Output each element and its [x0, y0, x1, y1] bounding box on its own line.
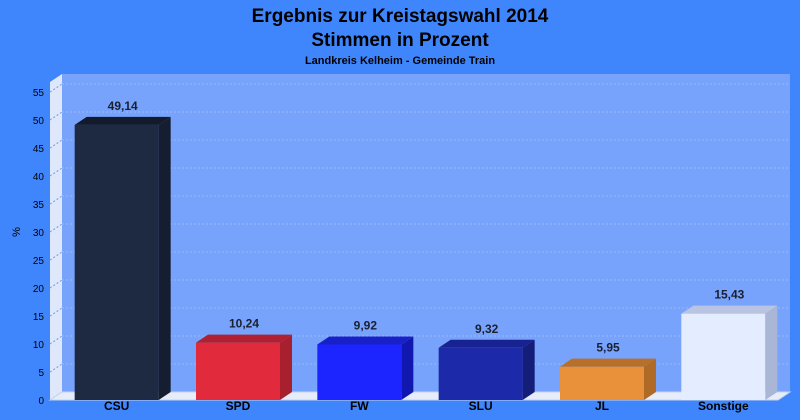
bar-top-sonstige [681, 305, 778, 314]
y-tick-label: 30 [33, 228, 45, 239]
x-tick-label: SPD [226, 399, 251, 413]
chart-title: Ergebnis zur Kreistagswahl 2014 [252, 6, 549, 27]
plot-area [50, 74, 790, 400]
y-tick-label: 0 [38, 396, 44, 407]
bar-side-sonstige [765, 305, 778, 400]
value-label: 5,95 [596, 341, 620, 355]
chart-title-line2: Stimmen in Prozent [311, 30, 489, 51]
y-tick-label: 45 [33, 144, 45, 155]
grid-line-diag [49, 111, 63, 121]
bar-csu [74, 124, 159, 400]
y-axis-ticks: 0 5 10 15 20 25 30 35 40 45 50 55 [33, 88, 45, 407]
x-tick-label: JL [595, 399, 609, 413]
grid-line-diag [49, 195, 63, 205]
value-label: 9,32 [475, 322, 499, 336]
grid-line-diag [49, 83, 63, 93]
plot-left-wall [50, 74, 62, 400]
bar-top-spd [196, 334, 292, 343]
bar-side-spd [280, 334, 292, 400]
y-tick-label: 50 [33, 116, 45, 127]
grid-line-diag [49, 279, 63, 289]
bar-sonstige [681, 313, 766, 400]
y-tick-label: 20 [33, 284, 45, 295]
chart-subtitle: Landkreis Kelheim - Gemeinde Train [305, 55, 495, 67]
grid-line-diag [49, 307, 63, 317]
bar-top-csu [74, 116, 171, 125]
value-label: 9,92 [354, 318, 378, 332]
y-tick-label: 15 [33, 312, 45, 323]
value-label: 10,24 [229, 317, 259, 331]
bar-slu [438, 347, 523, 400]
grid-line-diag [49, 223, 63, 233]
grid-line-diag [49, 139, 63, 149]
y-tick-label: 5 [38, 368, 44, 379]
value-label: 49,14 [108, 99, 138, 113]
x-tick-label: FW [350, 399, 369, 413]
bar-top-fw [317, 336, 414, 345]
bar-side-fw [401, 336, 414, 400]
y-tick-label: 35 [33, 200, 45, 211]
x-tick-label: SLU [469, 399, 493, 413]
bar-side-csu [158, 116, 171, 400]
grid-line-diag [49, 335, 63, 345]
value-label: 15,43 [714, 288, 744, 302]
bar-spd [196, 342, 280, 400]
grid-line-diag [49, 363, 63, 373]
bars [74, 116, 778, 400]
grid-line-diag [49, 167, 63, 177]
value-labels: 49,14 10,24 9,92 9,32 5,95 15,43 [108, 99, 745, 355]
x-tick-label: Sonstige [698, 399, 749, 413]
bar-top-jl [560, 358, 656, 367]
bar-side-jl [644, 358, 656, 400]
bar-fw [317, 344, 402, 400]
grid-line-diag [49, 251, 63, 261]
y-tick-label: 25 [33, 256, 45, 267]
x-tick-label: CSU [104, 399, 129, 413]
x-axis-labels: CSU SPD FW SLU JL Sonstige [104, 399, 749, 413]
y-tick-label: 10 [33, 340, 45, 351]
y-axis-label: % [11, 227, 23, 237]
y-tick-label: 40 [33, 172, 45, 183]
plot-background [62, 74, 790, 392]
y-tick-label: 55 [33, 88, 45, 99]
bar-top-slu [438, 339, 535, 348]
bar-jl [560, 366, 644, 400]
bar-side-slu [522, 339, 535, 400]
